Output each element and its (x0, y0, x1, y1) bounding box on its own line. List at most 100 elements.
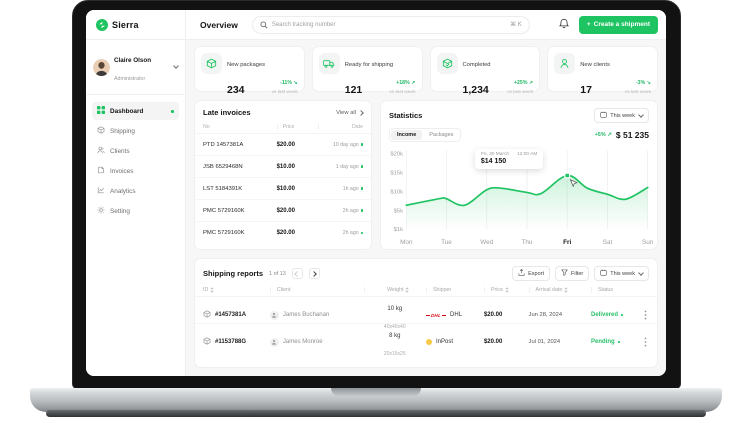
user-menu[interactable]: Claire Olson Administrator (86, 40, 185, 95)
pagination-label: 1 of 13 (269, 270, 286, 277)
chart-tooltip: Fri, 30 March 12:00 AM $14 150 (474, 149, 544, 169)
package-icon (201, 53, 222, 74)
sidebar-item-shipping[interactable]: Shipping (92, 122, 179, 140)
dashboard-icon (97, 106, 105, 116)
search-input[interactable]: Search tracking number ⌘ K (251, 15, 530, 34)
chart-icon (97, 186, 105, 196)
svg-text:$15k: $15k (390, 170, 403, 176)
chevron-right-icon (358, 109, 364, 116)
chevron-left-icon (294, 270, 301, 277)
chevron-down-icon (638, 270, 644, 276)
status-dot (621, 313, 624, 317)
status-dot (360, 143, 363, 146)
prev-page-button[interactable] (291, 268, 303, 279)
sidebar: Claire Olson Administrator Dashboard (86, 40, 186, 376)
topbar: Sierra Overview Search tracking number ⌘… (86, 10, 666, 40)
sidebar-item-label: Dashboard (110, 107, 144, 115)
row-menu-button[interactable] (642, 336, 649, 348)
trend-up-icon: ↗ (411, 80, 416, 86)
invoice-row: PMC 5729160K $20.00 2h ago (195, 222, 371, 244)
search-icon (260, 16, 268, 34)
page-title: Overview (200, 19, 238, 30)
shipping-reports-panel: Shipping reports 1 of 13 Export (194, 258, 658, 368)
income-chart: $20k $15k $10k $5k $1k Mon Tue Wed Thu Fri Sat Sun … (381, 145, 657, 249)
avatar (93, 58, 110, 76)
stat-value: 1,234 (462, 83, 489, 96)
stat-value: 234 (227, 83, 245, 96)
notifications-button[interactable] (558, 17, 569, 32)
next-page-button[interactable] (308, 268, 320, 279)
sort-icon (210, 287, 214, 293)
column-price[interactable]: Price (483, 287, 529, 293)
inpost-logo-icon (425, 339, 432, 345)
svg-text:Thu: Thu (521, 239, 532, 246)
gear-icon (97, 206, 105, 216)
user-name: Claire Olson (114, 57, 152, 64)
avatar (269, 310, 279, 320)
column-id[interactable]: ID (203, 287, 270, 293)
shipping-reports-title: Shipping reports (203, 269, 263, 278)
kebab-icon (644, 310, 647, 320)
tab-income[interactable]: Income (391, 130, 423, 140)
dhl-logo-icon: DHL (426, 313, 447, 318)
create-shipment-button[interactable]: + Create a shipment (578, 15, 658, 34)
sidebar-item-label: Clients (110, 147, 130, 155)
stat-value: 121 (344, 83, 363, 96)
svg-text:Tue: Tue (441, 239, 452, 246)
package-icon (203, 337, 211, 347)
document-icon (97, 166, 105, 176)
laptop-foot (46, 410, 706, 417)
topbar-main: Overview Search tracking number ⌘ K + Cr… (186, 10, 666, 39)
tooltip-date: Fri, 30 March (480, 152, 510, 157)
row-menu-button[interactable] (642, 309, 649, 321)
cursor-icon (569, 179, 578, 188)
package-icon (203, 310, 211, 320)
svg-text:$1k: $1k (394, 227, 403, 233)
stat-title: Completed (462, 62, 491, 68)
statistics-period-dropdown[interactable]: This week (594, 108, 649, 123)
chevron-right-icon (311, 270, 318, 277)
trend-down-icon: ↘ (646, 80, 651, 86)
stat-note: vs last week (389, 90, 416, 95)
invoice-row: LST 5184391K $10.00 1h ago (195, 178, 371, 200)
box-check-icon (436, 53, 458, 74)
stat-title: New clients (580, 62, 610, 68)
tooltip-value: $14 150 (480, 158, 507, 165)
trend-down-icon: ↘ (293, 80, 298, 86)
stats-row: New packages 234 -11% ↘ vs last week Read… (194, 46, 658, 95)
svg-text:Wed: Wed (480, 239, 493, 246)
view-all-button[interactable]: View all (336, 109, 364, 116)
column-arrival-date[interactable]: Arrival date (528, 287, 591, 293)
invoice-row: JSB 6529468N $10.00 1 day ago (195, 156, 371, 178)
tab-packages[interactable]: Packages (429, 132, 454, 138)
chevron-down-icon (638, 112, 644, 118)
sidebar-item-invoices[interactable]: Invoices (92, 162, 179, 180)
late-invoices-panel: Late invoices View all No Price Date PTD… (194, 100, 372, 250)
stat-card-new-packages: New packages 234 -11% ↘ vs last week (194, 46, 305, 95)
sidebar-item-dashboard[interactable]: Dashboard (92, 102, 179, 120)
sort-icon (405, 287, 410, 293)
export-button[interactable]: Export (512, 266, 550, 281)
calendar-icon (600, 111, 607, 120)
active-dot (171, 109, 174, 113)
tooltip-time: 12:00 AM (517, 152, 538, 157)
sidebar-item-setting[interactable]: Setting (92, 202, 179, 220)
search-shortcut: ⌘ K (510, 22, 522, 28)
sidebar-item-clients[interactable]: Clients (92, 142, 179, 160)
svg-text:$5k: $5k (394, 208, 403, 214)
column-client: Client (269, 287, 364, 293)
svg-text:Mon: Mon (400, 239, 413, 246)
brand-logo: Sierra (86, 10, 186, 39)
avatar (269, 337, 279, 347)
filter-icon (561, 269, 568, 278)
truck-icon (318, 53, 340, 74)
column-weight[interactable]: Weight (363, 287, 426, 293)
sidebar-item-label: Setting (110, 207, 130, 215)
sidebar-item-analytics[interactable]: Analytics (92, 182, 179, 200)
sidebar-item-label: Shipping (110, 127, 135, 135)
trend-up-icon: ↗ (607, 132, 612, 138)
stat-card-new-clients: New clients 17 -3% ↘ vs last week (547, 46, 658, 95)
sort-icon (505, 287, 509, 293)
filter-button[interactable]: Filter (555, 266, 590, 281)
reports-period-dropdown[interactable]: This week (594, 266, 649, 281)
